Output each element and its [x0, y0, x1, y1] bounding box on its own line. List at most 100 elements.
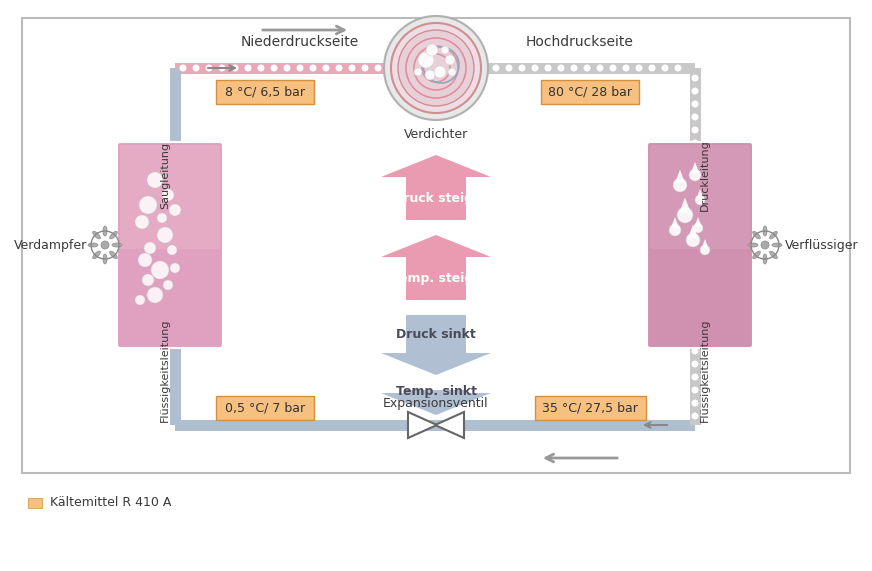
Bar	[175, 420, 695, 431]
Circle shape	[244, 65, 251, 71]
Circle shape	[283, 65, 290, 71]
Circle shape	[231, 65, 239, 71]
Text: Verdichter: Verdichter	[404, 128, 468, 142]
Polygon shape	[381, 315, 491, 375]
Circle shape	[157, 227, 173, 243]
Circle shape	[691, 412, 698, 420]
Text: Temp. sinkt: Temp. sinkt	[396, 385, 476, 398]
Circle shape	[163, 280, 173, 290]
Circle shape	[570, 65, 577, 71]
FancyBboxPatch shape	[535, 396, 645, 420]
Bar	[22, 18, 850, 473]
FancyBboxPatch shape	[215, 396, 314, 420]
Circle shape	[440, 65, 447, 71]
Circle shape	[441, 46, 449, 54]
Circle shape	[610, 65, 617, 71]
Circle shape	[623, 65, 630, 71]
Circle shape	[391, 23, 481, 113]
Circle shape	[669, 224, 681, 236]
Circle shape	[691, 231, 698, 238]
Circle shape	[434, 66, 446, 78]
Text: Flüssigkeitsleitung: Flüssigkeitsleitung	[160, 318, 170, 422]
Circle shape	[162, 189, 174, 201]
Polygon shape	[697, 189, 704, 199]
Circle shape	[167, 245, 177, 255]
Circle shape	[691, 127, 698, 134]
Text: Hochdruckseite: Hochdruckseite	[526, 35, 634, 49]
Circle shape	[418, 52, 434, 68]
Circle shape	[147, 287, 163, 303]
Circle shape	[691, 373, 698, 380]
Bar	[436, 63, 695, 74]
Text: Kältemittel R 410 A: Kältemittel R 410 A	[50, 497, 172, 509]
Circle shape	[691, 218, 698, 224]
Circle shape	[453, 65, 460, 71]
Text: Saugleitung: Saugleitung	[160, 142, 170, 208]
Circle shape	[400, 65, 407, 71]
Circle shape	[519, 65, 526, 71]
Circle shape	[414, 68, 422, 76]
Circle shape	[691, 166, 698, 172]
Ellipse shape	[763, 226, 767, 236]
Polygon shape	[381, 155, 491, 220]
Circle shape	[323, 65, 330, 71]
Ellipse shape	[770, 231, 777, 239]
Circle shape	[691, 87, 698, 94]
Text: 80 °C/ 28 bar: 80 °C/ 28 bar	[548, 86, 632, 99]
Polygon shape	[688, 224, 698, 238]
Text: Temp. steigt: Temp. steigt	[392, 272, 480, 285]
Circle shape	[596, 65, 603, 71]
Text: 0,5 °C/ 7 bar: 0,5 °C/ 7 bar	[225, 401, 305, 415]
Ellipse shape	[112, 243, 122, 247]
Circle shape	[448, 68, 456, 76]
Circle shape	[387, 65, 394, 71]
Text: 35 °C/ 27,5 bar: 35 °C/ 27,5 bar	[542, 401, 638, 415]
Circle shape	[384, 16, 488, 120]
Circle shape	[689, 169, 701, 181]
Circle shape	[206, 65, 213, 71]
Circle shape	[583, 65, 590, 71]
Circle shape	[445, 55, 455, 65]
Polygon shape	[671, 217, 679, 228]
Ellipse shape	[103, 254, 107, 264]
FancyBboxPatch shape	[650, 145, 750, 249]
Circle shape	[147, 172, 163, 188]
Ellipse shape	[92, 251, 100, 259]
Circle shape	[101, 241, 109, 249]
Circle shape	[691, 296, 698, 303]
Circle shape	[691, 335, 698, 341]
Circle shape	[142, 274, 154, 286]
Circle shape	[649, 65, 656, 71]
Circle shape	[677, 207, 693, 223]
Circle shape	[686, 233, 700, 247]
Circle shape	[157, 213, 167, 223]
Circle shape	[636, 65, 643, 71]
Bar	[28, 498, 42, 508]
Polygon shape	[408, 412, 437, 438]
Circle shape	[691, 191, 698, 199]
Polygon shape	[679, 198, 691, 212]
Ellipse shape	[770, 251, 777, 259]
Circle shape	[467, 65, 473, 71]
Text: Verflüssiger: Verflüssiger	[785, 239, 859, 251]
Circle shape	[691, 321, 698, 328]
Polygon shape	[381, 235, 491, 300]
Circle shape	[425, 70, 435, 80]
Circle shape	[532, 65, 539, 71]
Circle shape	[691, 360, 698, 368]
Text: Niederdruckseite: Niederdruckseite	[241, 35, 359, 49]
Circle shape	[257, 65, 264, 71]
Circle shape	[135, 295, 145, 305]
Circle shape	[691, 283, 698, 289]
Polygon shape	[435, 412, 464, 438]
Circle shape	[493, 65, 500, 71]
Text: Druck sinkt: Druck sinkt	[396, 328, 476, 340]
Circle shape	[544, 65, 551, 71]
Circle shape	[336, 65, 343, 71]
Circle shape	[691, 74, 698, 82]
Circle shape	[662, 65, 669, 71]
Ellipse shape	[763, 254, 767, 264]
Circle shape	[691, 348, 698, 355]
Ellipse shape	[110, 231, 118, 239]
Bar	[170, 68, 181, 425]
